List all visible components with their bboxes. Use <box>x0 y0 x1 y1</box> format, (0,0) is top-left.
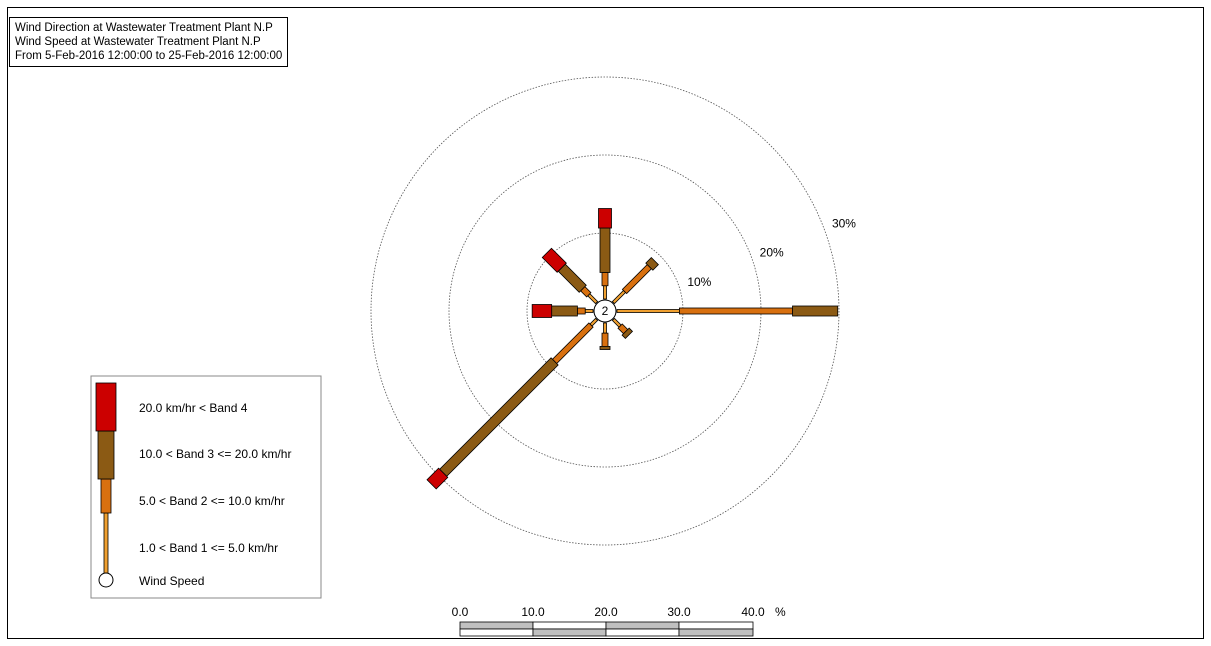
calm-value: 2 <box>602 304 609 318</box>
scale-seg-1-top <box>459 621 534 630</box>
scale-tick-1: 10.0 <box>521 605 545 619</box>
scale-tick-0: 0.0 <box>452 605 469 619</box>
petal-0-band-2 <box>601 272 609 287</box>
petal-90-band-2 <box>679 307 793 315</box>
petal-90-band-3 <box>792 305 839 317</box>
calm-circle <box>593 299 617 323</box>
title-line-direction: Wind Direction at Wastewater Treatment P… <box>15 22 273 34</box>
petal-90-deg <box>616 305 839 317</box>
petal-225-deg <box>426 317 599 490</box>
legend-band1-label: 1.0 < Band 1 <= 5.0 km/hr <box>139 541 278 555</box>
ring-label-group: 10% 20% 30% <box>687 216 856 288</box>
petal-45-band-2 <box>621 263 653 295</box>
petal-0-band-1 <box>603 285 607 300</box>
scale-tick-3: 30.0 <box>667 605 691 619</box>
scale-bar: 0.0 10.0 20.0 30.0 40.0 % <box>452 605 786 637</box>
legend-band4-swatch <box>95 382 117 432</box>
petal-group <box>426 208 839 490</box>
scale-seg-4-bottom <box>678 628 754 637</box>
petal-0-deg <box>598 208 612 300</box>
petal-90-band-1 <box>616 309 680 313</box>
legend-wind-speed-label: Wind Speed <box>139 574 204 588</box>
calm-center: 2 <box>593 299 617 323</box>
title-box: Wind Direction at Wastewater Treatment P… <box>9 17 289 67</box>
petal-0-band-3 <box>599 227 611 273</box>
petal-45-band-3 <box>645 257 659 271</box>
petal-270-band-2 <box>576 307 586 315</box>
scale-tick-2: 20.0 <box>594 605 618 619</box>
petal-180-band-2 <box>601 332 609 347</box>
scale-seg-1-bottom <box>459 628 534 637</box>
petal-180-band-1 <box>603 322 607 334</box>
ring-label-2: 20% <box>760 246 784 260</box>
scale-tick-4: 40.0 <box>741 605 765 619</box>
petal-45-band-1 <box>611 289 627 305</box>
ring-label-3: 30% <box>832 216 856 230</box>
legend-wind-speed-marker <box>98 572 114 588</box>
plot-frame <box>7 7 1204 639</box>
petal-180-band-3 <box>599 346 611 350</box>
petal-315-band-1 <box>587 293 599 305</box>
legend: 20.0 km/hr < Band 4 10.0 < Band 3 <= 20.… <box>90 375 322 599</box>
petal-270-band-3 <box>551 305 578 317</box>
title-line-speed: Wind Speed at Wastewater Treatment Plant… <box>15 36 261 48</box>
petal-225-band-3 <box>439 357 559 477</box>
legend-band2-swatch <box>100 478 112 514</box>
title-line-period: From 5-Feb-2016 12:00:00 to 25-Feb-2016 … <box>15 50 283 62</box>
petal-315-band-4 <box>541 247 567 273</box>
ring-label-1: 10% <box>687 275 711 289</box>
legend-band4-label: 20.0 km/hr < Band 4 <box>139 401 248 415</box>
ring-3 <box>370 76 840 546</box>
legend-box <box>90 375 322 599</box>
petal-0-band-4 <box>598 208 612 229</box>
petal-270-band-1 <box>584 309 594 313</box>
petal-315-deg <box>541 247 599 305</box>
legend-band3-label: 10.0 < Band 3 <= 20.0 km/hr <box>139 447 291 461</box>
scale-unit: % <box>775 605 786 619</box>
scale-seg-3-bottom <box>605 628 680 637</box>
scale-seg-2-top <box>532 621 607 630</box>
petal-270-deg <box>531 304 594 318</box>
petal-270-band-4 <box>531 304 553 318</box>
legend-band3-swatch <box>97 430 115 480</box>
legend-band2-label: 5.0 < Band 2 <= 10.0 km/hr <box>139 494 285 508</box>
petal-225-band-4 <box>426 467 449 490</box>
petal-315-band-3 <box>557 263 587 293</box>
scale-seg-2-bottom <box>532 628 607 637</box>
petal-45-deg <box>611 257 659 305</box>
petal-180-deg <box>599 322 611 350</box>
scale-seg-3-top <box>605 621 680 630</box>
petal-135-deg <box>611 317 634 340</box>
scale-seg-4-top <box>678 621 754 630</box>
petal-135-band-3 <box>621 327 634 340</box>
legend-band1-swatch <box>103 512 109 576</box>
petal-225-band-2 <box>551 322 594 365</box>
